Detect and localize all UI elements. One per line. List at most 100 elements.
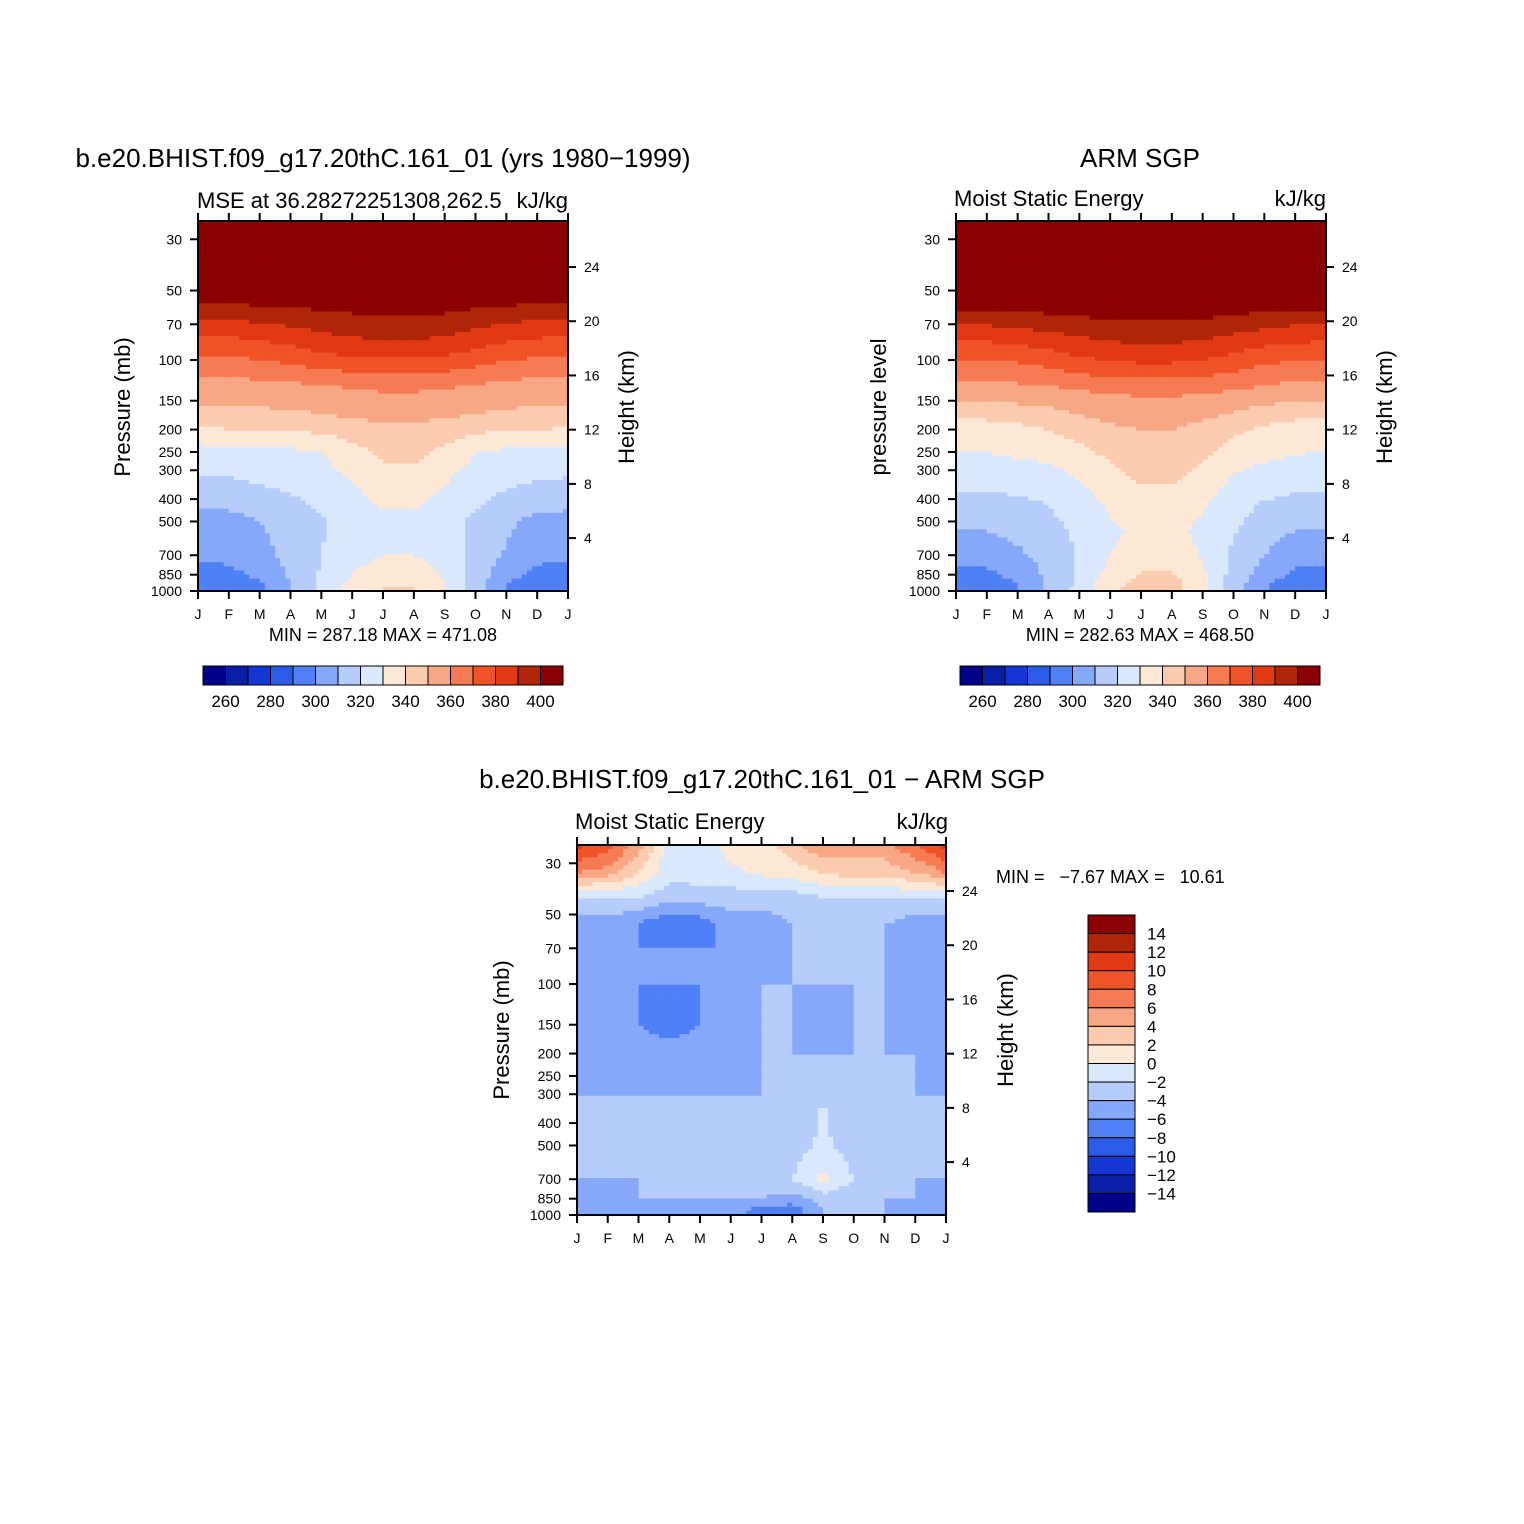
- contour-cell: [557, 430, 564, 436]
- contour-cell: [367, 451, 374, 456]
- contour-cell: [311, 360, 317, 366]
- contour-cell: [449, 319, 456, 325]
- contour-cell: [326, 249, 333, 255]
- contour-cell: [454, 381, 461, 387]
- contour-cell: [295, 369, 302, 374]
- contour-cell: [403, 229, 410, 234]
- contour-cell: [233, 278, 240, 284]
- contour-cell: [413, 311, 420, 317]
- contour-cell: [475, 475, 482, 481]
- contour-cell: [552, 319, 559, 325]
- contour-cell: [537, 459, 543, 465]
- contour-cell: [444, 221, 451, 226]
- contour-cell: [383, 451, 389, 456]
- contour-cell: [254, 496, 261, 502]
- contour-cell: [203, 352, 209, 358]
- contour-cell: [331, 344, 338, 350]
- contour-cell: [311, 348, 317, 354]
- contour-cell: [434, 451, 441, 456]
- contour-cell: [496, 381, 502, 387]
- contour-cell: [413, 455, 420, 461]
- contour-cell: [465, 377, 471, 382]
- contour-cell: [383, 258, 389, 263]
- contour-cell: [311, 480, 317, 485]
- contour-cell: [506, 426, 513, 432]
- contour-cell: [259, 262, 266, 267]
- contour-cell: [475, 327, 482, 333]
- contour-cell: [490, 459, 497, 465]
- contour-cell: [377, 253, 384, 259]
- contour-cell: [300, 303, 307, 308]
- contour-cell: [454, 480, 461, 485]
- contour-cell: [434, 389, 441, 395]
- contour-cell: [213, 410, 220, 415]
- contour-cell: [424, 496, 430, 502]
- contour-cell: [403, 307, 410, 313]
- contour-cell: [198, 282, 204, 288]
- contour-cell: [228, 319, 235, 325]
- contour-cell: [393, 381, 400, 387]
- contour-cell: [362, 245, 369, 251]
- contour-cell: [557, 356, 564, 362]
- contour-cell: [259, 467, 266, 473]
- contour-cell: [347, 438, 353, 444]
- contour-cell: [321, 348, 328, 354]
- contour-cell: [275, 492, 281, 498]
- contour-cell: [429, 278, 435, 284]
- contour-cell: [470, 401, 477, 407]
- contour-cell: [341, 233, 348, 239]
- contour-cell: [295, 410, 302, 415]
- contour-cell: [357, 282, 364, 288]
- contour-cell: [367, 311, 374, 317]
- contour-cell: [269, 315, 276, 321]
- contour-cell: [496, 369, 502, 374]
- contour-cell: [377, 221, 384, 226]
- contour-cell: [454, 406, 461, 411]
- contour-cell: [470, 274, 477, 280]
- contour-cell: [352, 295, 358, 300]
- contour-cell: [449, 418, 456, 424]
- contour-cell: [362, 352, 369, 358]
- contour-cell: [249, 327, 256, 333]
- contour-cell: [295, 319, 302, 325]
- contour-cell: [424, 286, 430, 292]
- contour-cell: [465, 480, 471, 485]
- contour-cell: [434, 438, 441, 444]
- contour-cell: [244, 336, 250, 341]
- contour-cell: [388, 443, 394, 448]
- contour-cell: [285, 356, 292, 362]
- contour-cell: [290, 311, 297, 317]
- contour-cell: [218, 418, 225, 424]
- contour-cell: [285, 344, 292, 350]
- contour-cell: [398, 237, 405, 243]
- contour-cell: [424, 221, 430, 226]
- contour-cell: [331, 274, 338, 280]
- contour-cell: [239, 459, 245, 465]
- contour-cell: [398, 221, 405, 226]
- contour-cell: [372, 344, 379, 350]
- contour-cell: [280, 389, 286, 395]
- contour-cell: [547, 500, 554, 506]
- contour-cell: [223, 258, 230, 263]
- contour-cell: [542, 241, 549, 247]
- contour-cell: [239, 385, 245, 391]
- contour-cell: [275, 249, 281, 255]
- contour-cell: [377, 348, 384, 354]
- contour-cell: [321, 434, 328, 440]
- contour-cell: [228, 369, 235, 374]
- contour-cell: [439, 323, 446, 329]
- contour-cell: [490, 434, 497, 440]
- contour-cell: [470, 311, 477, 317]
- contour-cell: [434, 480, 441, 485]
- contour-cell: [490, 406, 497, 411]
- contour-cell: [285, 438, 292, 444]
- contour-cell: [331, 422, 338, 428]
- contour-cell: [388, 438, 394, 444]
- contour-cell: [233, 352, 240, 358]
- contour-cell: [372, 438, 379, 444]
- contour-cell: [239, 290, 245, 296]
- contour-cell: [532, 364, 538, 370]
- contour-cell: [490, 245, 497, 251]
- contour-cell: [408, 360, 415, 366]
- contour-cell: [336, 282, 343, 288]
